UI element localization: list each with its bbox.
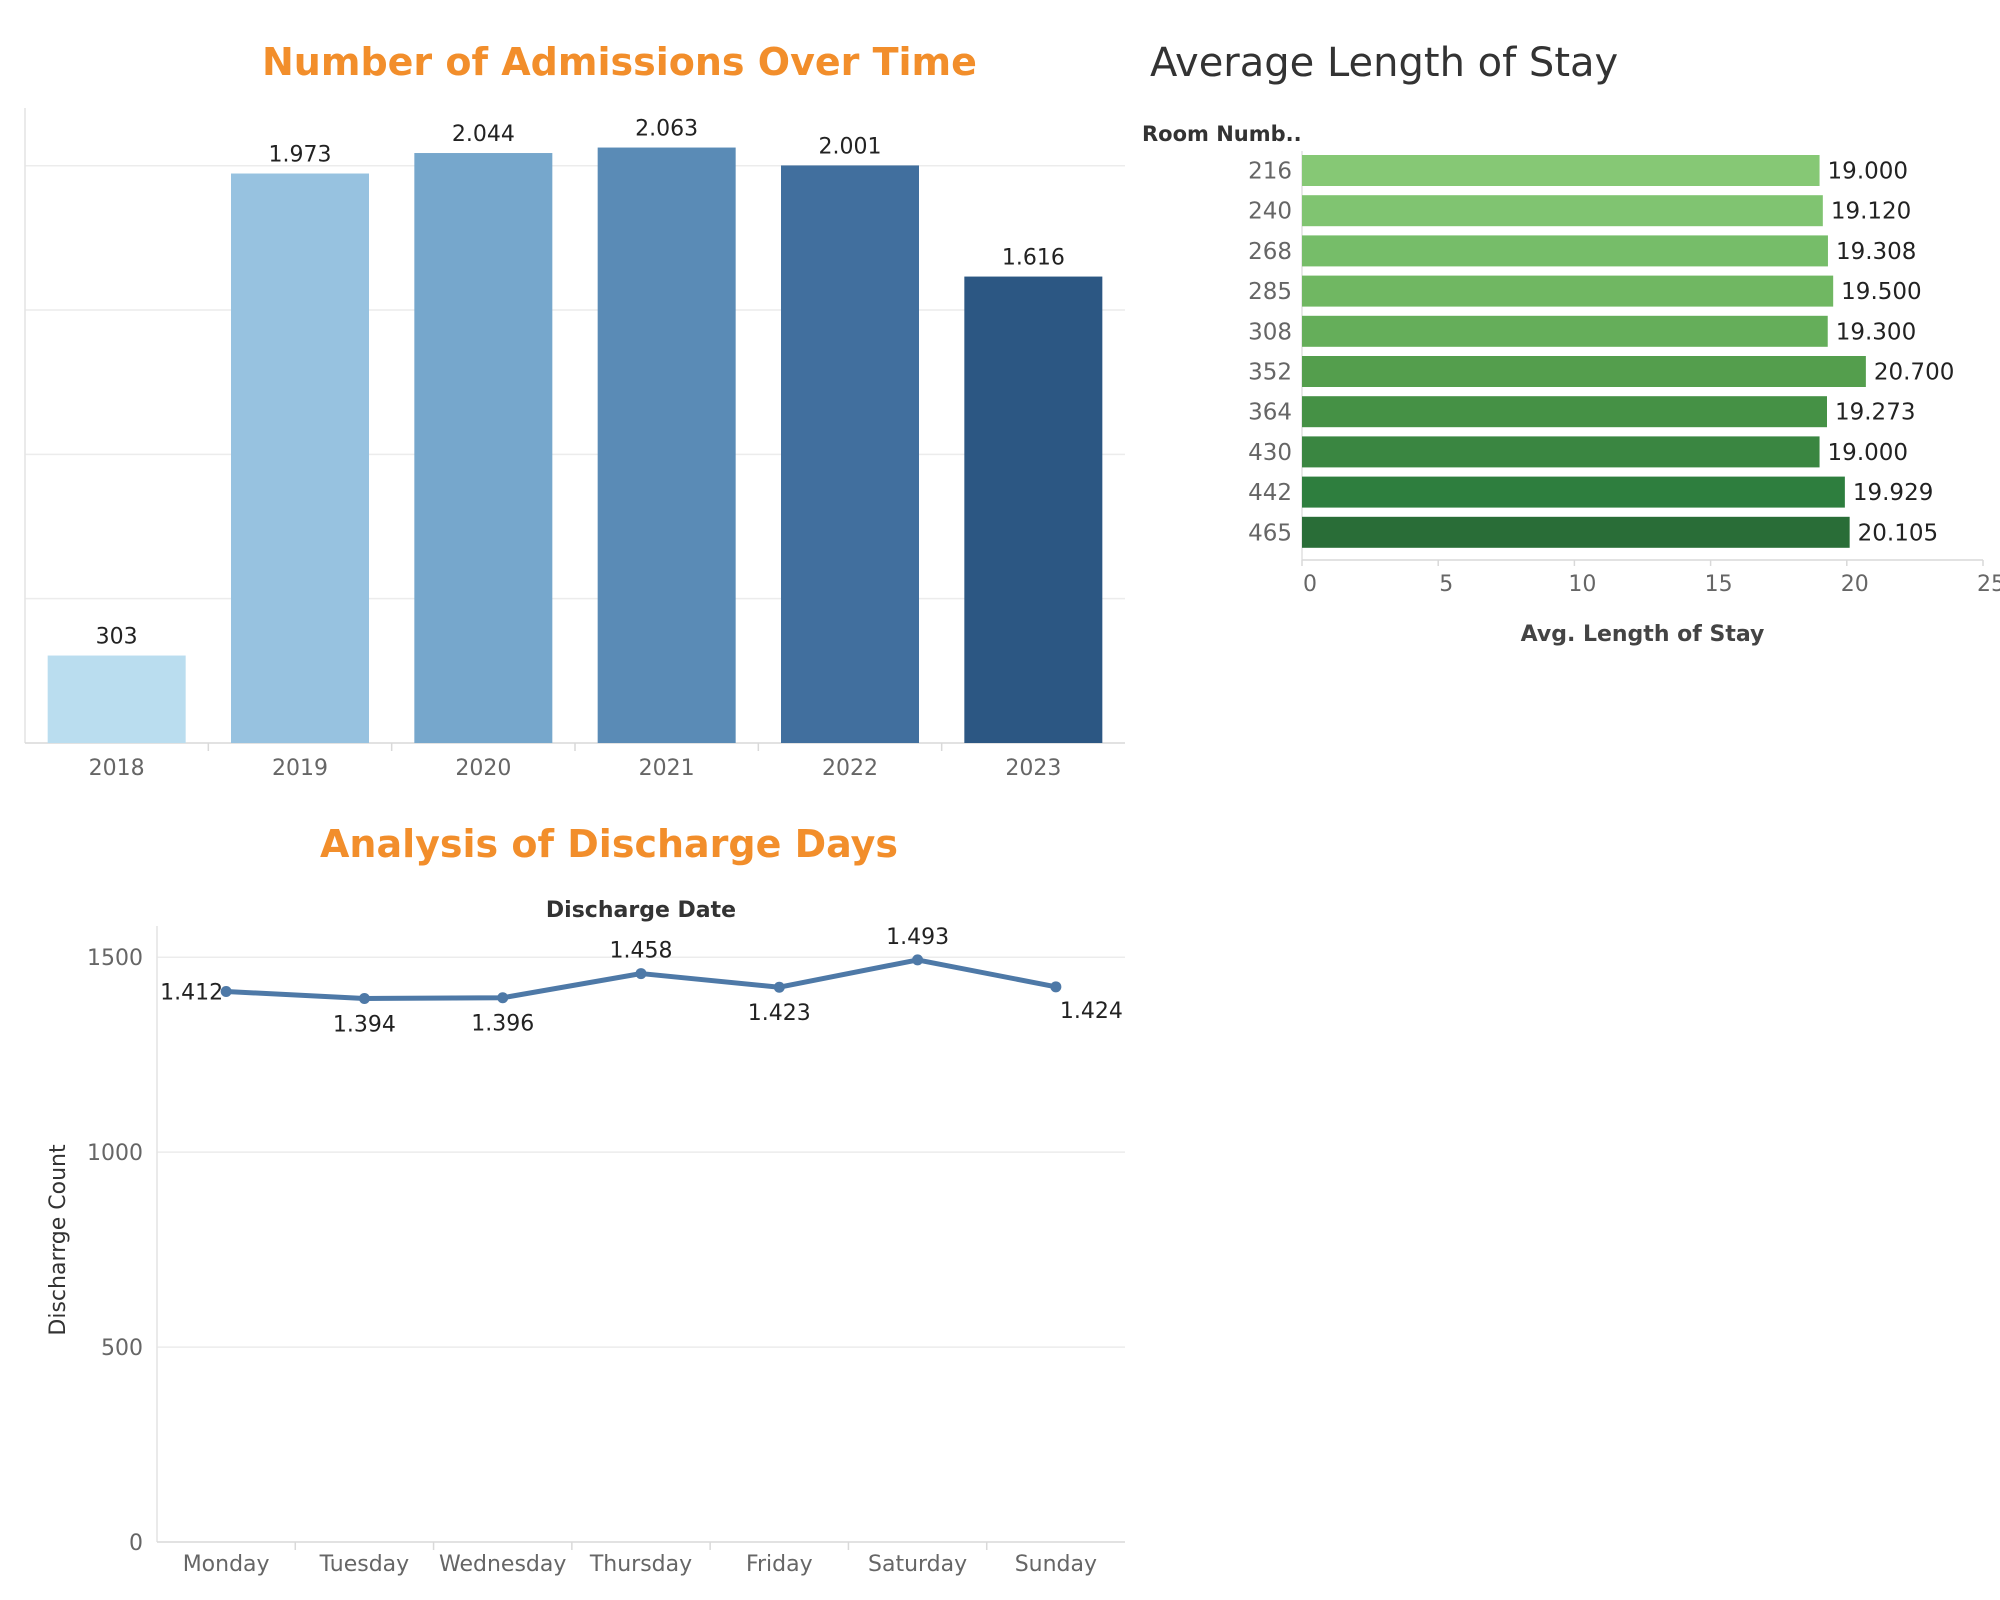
x-tick-label-10: 10 <box>1568 572 1596 597</box>
bar-room-430 <box>1302 436 1820 468</box>
bar-2020 <box>414 153 553 743</box>
bar-value-label-room-430: 19.000 <box>1828 440 1908 466</box>
data-label-friday: 1.423 <box>748 1001 811 1026</box>
row-label-room-216: 216 <box>1248 159 1292 185</box>
admissions-chart-title: Number of Admissions Over Time <box>262 40 977 84</box>
bar-value-label-room-442: 19.929 <box>1853 480 1933 506</box>
row-label-room-430: 430 <box>1248 440 1292 466</box>
row-label-room-442: 442 <box>1248 480 1292 506</box>
x-tick-label-saturday: Saturday <box>868 1552 967 1577</box>
bar-room-352 <box>1302 356 1866 387</box>
data-point-monday <box>220 985 232 997</box>
row-label-room-268: 268 <box>1248 239 1292 265</box>
bar-value-label-2019: 1.973 <box>269 143 332 168</box>
bar-room-442 <box>1302 476 1845 508</box>
y-tick-label-1500: 1500 <box>87 946 143 971</box>
row-label-room-285: 285 <box>1248 279 1292 305</box>
data-point-thursday <box>635 968 647 980</box>
x-tick-label-monday: Monday <box>183 1552 270 1577</box>
bar-value-label-room-285: 19.500 <box>1841 279 1921 305</box>
data-label-monday: 1.412 <box>160 980 223 1005</box>
bar-value-label-2020: 2.044 <box>452 122 515 147</box>
bar-value-label-room-308: 19.300 <box>1836 319 1916 345</box>
data-label-sunday: 1.424 <box>1060 999 1123 1024</box>
y-tick-label-1000: 1000 <box>87 1141 143 1166</box>
bar-room-308 <box>1302 315 1828 347</box>
x-tick-label-5: 5 <box>1439 572 1453 597</box>
data-label-wednesday: 1.396 <box>471 1012 534 1037</box>
bar-value-label-room-364: 19.273 <box>1835 400 1915 426</box>
data-label-saturday: 1.493 <box>886 925 949 950</box>
bar-room-240 <box>1302 195 1823 227</box>
x-tick-label-thursday: Thursday <box>589 1552 692 1577</box>
y-axis-title: Discharrge Count <box>46 1144 71 1336</box>
series-line <box>226 957 1057 1002</box>
x-tick-label-friday: Friday <box>746 1552 813 1577</box>
discharge-chart-title: Analysis of Discharge Days <box>320 822 899 866</box>
row-label-room-364: 364 <box>1248 400 1292 426</box>
x-tick-label-2020: 2020 <box>455 756 511 781</box>
bar-room-364 <box>1302 396 1827 428</box>
row-label-room-308: 308 <box>1248 319 1292 345</box>
bar-value-label-2023: 1.616 <box>1002 246 1065 271</box>
data-point-wednesday <box>497 992 509 1004</box>
x-tick-label-tuesday: Tuesday <box>319 1552 410 1577</box>
bar-value-label-room-465: 20.105 <box>1858 520 1938 546</box>
x-tick-label-2019: 2019 <box>272 756 328 781</box>
data-label-thursday: 1.458 <box>610 939 673 964</box>
bar-room-216 <box>1302 155 1820 186</box>
bar-2021 <box>597 147 736 743</box>
bar-value-label-2018: 303 <box>96 625 138 650</box>
y-tick-label-500: 500 <box>101 1336 143 1361</box>
x-tick-label-2023: 2023 <box>1005 756 1061 781</box>
x-axis-title: Discharge Date <box>546 898 736 923</box>
data-point-friday <box>773 981 785 993</box>
bar-value-label-room-352: 20.700 <box>1874 360 1954 386</box>
x-tick-label-sunday: Sunday <box>1015 1552 1097 1577</box>
x-tick-label-2021: 2021 <box>639 756 695 781</box>
y-tick-label-0: 0 <box>129 1531 143 1556</box>
bar-value-label-room-268: 19.308 <box>1836 239 1916 265</box>
x-tick-label-25: 25 <box>1977 572 2000 597</box>
x-axis-title: Avg. Length of Stay <box>1521 622 1765 647</box>
bar-value-label-room-216: 19.000 <box>1828 159 1908 185</box>
bar-value-label-2021: 2.063 <box>635 117 698 142</box>
row-label-room-352: 352 <box>1248 360 1292 386</box>
row-label-room-240: 240 <box>1248 199 1292 225</box>
bar-2018 <box>47 655 186 743</box>
row-header: Room Numb.. <box>1142 122 1302 146</box>
bar-room-285 <box>1302 275 1834 307</box>
x-tick-label-wednesday: Wednesday <box>439 1552 566 1577</box>
x-tick-label-2018: 2018 <box>89 756 145 781</box>
row-label-room-465: 465 <box>1248 520 1292 546</box>
bar-value-label-2022: 2.001 <box>819 134 882 159</box>
x-tick-label-15: 15 <box>1705 572 1733 597</box>
length-of-stay-bar-chart: Room Numb.. 19.000 216 19.120 240 19.308 268 19… <box>1142 122 2000 647</box>
data-point-tuesday <box>358 993 370 1005</box>
x-tick-label-2022: 2022 <box>822 756 878 781</box>
bar-value-label-room-240: 19.120 <box>1831 199 1911 225</box>
data-point-sunday <box>1050 981 1062 993</box>
data-point-saturday <box>912 954 924 966</box>
bar-room-465 <box>1302 516 1850 548</box>
bar-room-268 <box>1302 235 1828 267</box>
x-tick-label-20: 20 <box>1841 572 1869 597</box>
data-label-tuesday: 1.394 <box>333 1013 396 1038</box>
bar-2023 <box>964 276 1103 743</box>
bar-2022 <box>781 165 919 744</box>
stay-chart-title: Average Length of Stay <box>1150 40 1619 86</box>
admissions-bar-chart: 303 2018 1.973 2019 2.044 2020 2.063 2021 2.001 2… <box>24 108 1125 781</box>
bar-2019 <box>231 173 369 744</box>
x-tick-label-0: 0 <box>1303 572 1317 597</box>
